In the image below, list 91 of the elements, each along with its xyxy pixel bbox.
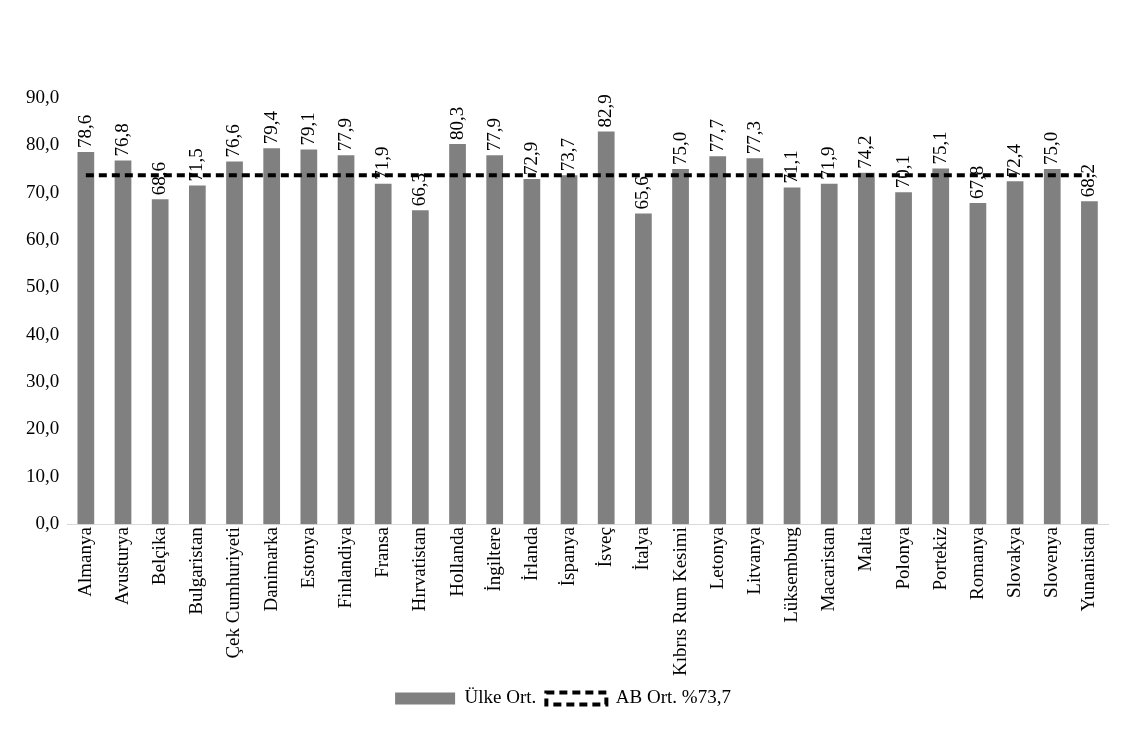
y-tick-label: 20,0 bbox=[26, 417, 60, 439]
bar bbox=[374, 183, 392, 525]
bar bbox=[412, 210, 429, 525]
bar bbox=[300, 149, 318, 525]
legend-label: AB Ort. %73,7 bbox=[615, 686, 731, 708]
y-tick-label: 90,0 bbox=[26, 85, 60, 107]
bar bbox=[858, 172, 875, 525]
bar bbox=[151, 199, 169, 525]
bar bbox=[263, 148, 281, 525]
bar bbox=[783, 187, 801, 525]
bar bbox=[709, 156, 727, 525]
data-label: 78,6 bbox=[73, 114, 95, 148]
x-tick-label: Litvanya bbox=[742, 526, 764, 595]
x-tick-label: Finlandiya bbox=[334, 526, 356, 609]
data-label: 79,4 bbox=[259, 110, 281, 145]
bar bbox=[1043, 169, 1061, 525]
x-tick-label: Letonya bbox=[705, 526, 727, 590]
data-label: 68,2 bbox=[1077, 163, 1099, 198]
y-tick-label: 30,0 bbox=[26, 370, 60, 392]
bar bbox=[672, 169, 689, 525]
bar bbox=[1006, 181, 1024, 525]
data-label: 77,3 bbox=[742, 120, 764, 155]
x-tick-label: Belçika bbox=[148, 526, 170, 586]
bar bbox=[188, 185, 206, 525]
x-tick-label: Hollanda bbox=[445, 526, 467, 597]
x-tick-label: Hırvatistan bbox=[408, 526, 430, 612]
x-tick-label: Lüksemburg bbox=[780, 526, 802, 623]
data-label: 72,9 bbox=[519, 141, 541, 175]
y-tick-label: 0,0 bbox=[35, 512, 60, 534]
x-tick-label: Slovenya bbox=[1040, 526, 1062, 598]
x-tick-label: Fransa bbox=[371, 526, 393, 578]
bar bbox=[895, 192, 912, 525]
x-tick-label: Romanya bbox=[965, 526, 987, 600]
bar bbox=[560, 175, 578, 525]
bar bbox=[226, 161, 243, 525]
bar bbox=[746, 158, 764, 525]
data-label: 77,9 bbox=[334, 118, 356, 152]
bar bbox=[1081, 201, 1098, 525]
data-label: 75,1 bbox=[928, 131, 950, 165]
x-tick-label: Almanya bbox=[73, 526, 95, 597]
data-label: 75,0 bbox=[668, 131, 690, 166]
x-tick-label: İspanya bbox=[557, 526, 579, 587]
data-label: 65,6 bbox=[631, 176, 653, 210]
x-tick-label: Çek Cumhuriyeti bbox=[222, 527, 244, 659]
x-tick-label: Yunanistan bbox=[1077, 526, 1099, 612]
data-label: 75,0 bbox=[1040, 131, 1062, 166]
x-tick-label: Polonya bbox=[891, 526, 913, 590]
x-tick-label: Macaristan bbox=[817, 526, 839, 612]
bar bbox=[820, 183, 838, 525]
y-tick-label: 10,0 bbox=[26, 464, 60, 486]
bar bbox=[337, 155, 355, 525]
x-tick-label: Avusturya bbox=[110, 526, 132, 605]
x-tick-label: Portekiz bbox=[928, 527, 950, 591]
x-tick-label: İngiltere bbox=[482, 527, 504, 592]
bar bbox=[523, 178, 541, 525]
data-label: 68,6 bbox=[148, 162, 170, 196]
y-tick-label: 80,0 bbox=[26, 133, 60, 155]
data-label: 71,1 bbox=[780, 150, 802, 184]
data-label: 77,9 bbox=[482, 118, 504, 152]
bar bbox=[932, 168, 950, 525]
data-label: 72,4 bbox=[1003, 143, 1025, 178]
legend-label: Ülke Ort. bbox=[464, 686, 537, 708]
bar bbox=[597, 131, 615, 525]
bar bbox=[969, 203, 987, 525]
x-tick-label: Estonya bbox=[296, 526, 318, 589]
bar bbox=[635, 213, 652, 525]
x-tick-label: İrlanda bbox=[519, 526, 541, 581]
bar bbox=[77, 151, 95, 525]
y-tick-label: 50,0 bbox=[26, 275, 60, 297]
data-label: 80,3 bbox=[445, 106, 467, 140]
data-label: 82,9 bbox=[594, 94, 616, 128]
bar bbox=[486, 155, 504, 525]
data-label: 76,6 bbox=[222, 124, 244, 158]
x-tick-label: İsveç bbox=[594, 527, 616, 568]
x-tick-label: Danimarka bbox=[259, 526, 281, 612]
y-tick-label: 60,0 bbox=[26, 228, 60, 250]
y-tick-label: 40,0 bbox=[26, 322, 60, 344]
x-tick-label: Malta bbox=[854, 526, 876, 572]
data-label: 74,2 bbox=[854, 135, 876, 169]
data-label: 76,8 bbox=[110, 123, 132, 157]
x-tick-label: Kıbrıs Rum Kesimi bbox=[668, 527, 690, 677]
x-tick-label: Slovakya bbox=[1003, 526, 1025, 598]
x-tick-label: İtalya bbox=[631, 526, 653, 571]
data-label: 79,1 bbox=[296, 112, 318, 146]
bar bbox=[114, 160, 132, 525]
data-label: 67,8 bbox=[965, 165, 987, 200]
data-label: 77,7 bbox=[705, 118, 727, 153]
x-tick-label: Bulgaristan bbox=[185, 526, 207, 615]
bar bbox=[449, 143, 466, 525]
data-label: 73,7 bbox=[557, 137, 579, 172]
y-tick-label: 70,0 bbox=[26, 180, 60, 202]
